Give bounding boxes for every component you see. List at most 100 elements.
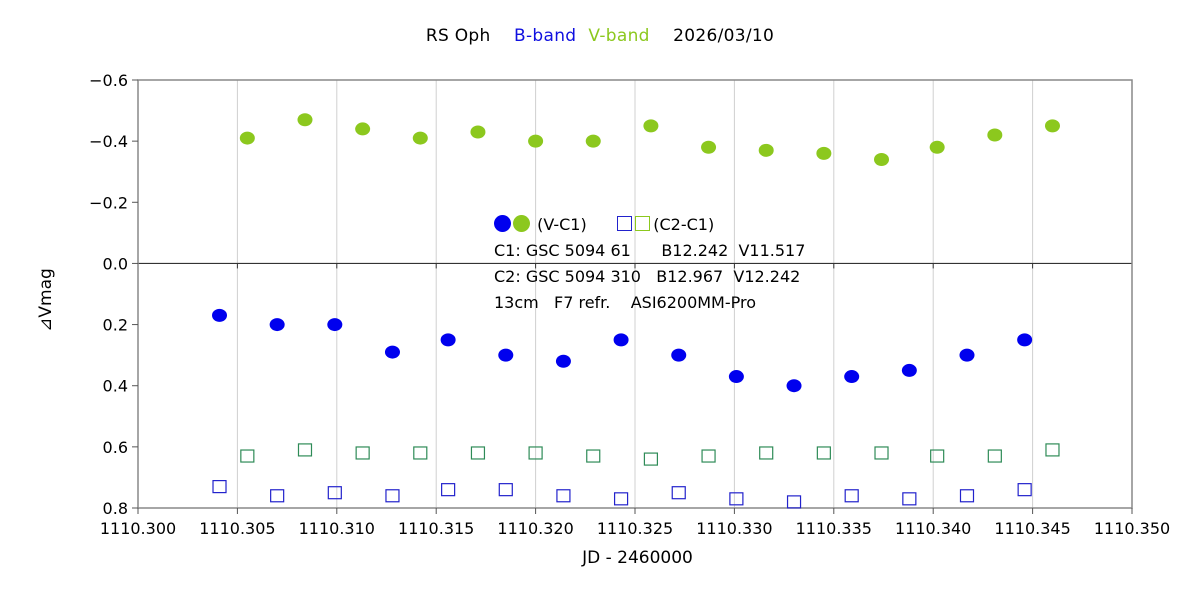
data-point <box>212 308 228 322</box>
data-point <box>441 483 456 497</box>
legend-vc1-label: (V-C1) <box>537 215 587 234</box>
data-point <box>759 446 774 460</box>
data-point <box>816 446 831 460</box>
data-point <box>729 492 744 506</box>
data-point <box>413 446 428 460</box>
x-tick-label: 1110.305 <box>199 519 275 538</box>
legend-line-c2: C2: GSC 5094 310 B12.967 V12.242 <box>494 267 801 286</box>
data-marks <box>212 113 1060 509</box>
y-tick-label: 0.2 <box>103 316 128 335</box>
data-point <box>902 492 917 506</box>
data-point <box>874 152 890 166</box>
data-point <box>758 143 774 157</box>
y-tick-label: −0.6 <box>89 71 128 90</box>
data-point <box>874 446 889 460</box>
legend-c2c1-label: (C2-C1) <box>653 215 715 234</box>
data-point <box>327 486 342 500</box>
chart-title: RS Oph B-band V-band 2026/03/10 <box>0 26 1200 46</box>
title-band-v: V-band <box>588 26 650 46</box>
data-point <box>585 134 601 148</box>
legend-line-c1: C1: GSC 5094 61 B12.242 V11.517 <box>494 241 806 260</box>
data-point <box>1017 333 1033 347</box>
data-point <box>844 370 860 384</box>
data-point <box>355 122 371 136</box>
data-point <box>498 348 514 362</box>
x-tick-label: 1110.345 <box>994 519 1070 538</box>
data-point <box>412 131 428 145</box>
title-band-b: B-band <box>514 26 577 46</box>
y-axis-label: ⊿Vmag <box>36 268 56 332</box>
data-point <box>327 318 343 332</box>
legend-v-dot <box>513 215 530 232</box>
data-point <box>1017 483 1032 497</box>
x-tick-label: 1110.335 <box>796 519 872 538</box>
data-point <box>269 318 285 332</box>
x-axis-ticks: 1110.300 1110.305 1110.310 1110.315 1110.320… <box>100 508 1170 538</box>
data-point <box>355 446 370 460</box>
data-point <box>613 492 629 506</box>
data-point <box>528 446 543 460</box>
x-axis-title: JD - 2460000 <box>582 548 693 568</box>
data-point <box>959 348 975 362</box>
data-point <box>844 489 859 503</box>
data-point <box>239 131 255 145</box>
y-tick-label: 0.4 <box>103 377 128 396</box>
x-tick-label: 1110.300 <box>100 519 176 538</box>
data-point <box>987 128 1003 142</box>
x-tick-label: 1110.310 <box>299 519 375 538</box>
legend-b-dot <box>494 215 511 232</box>
chart-legend: (V-C1) (C2-C1) C1: GSC 5094 61 B12.242 V… <box>494 212 805 316</box>
data-point <box>440 333 456 347</box>
data-point <box>929 140 945 154</box>
data-point <box>786 495 802 509</box>
data-point <box>901 363 917 377</box>
y-tick-label: 0.8 <box>103 499 128 518</box>
y-tick-label: 0.0 <box>103 254 128 273</box>
data-point <box>555 354 571 368</box>
data-point <box>212 480 227 494</box>
data-point <box>816 146 832 160</box>
data-point <box>385 489 400 503</box>
legend-markers-row: (V-C1) (C2-C1) <box>494 212 805 238</box>
data-point <box>671 348 687 362</box>
data-point <box>643 119 659 133</box>
x-tick-label: 1110.330 <box>696 519 772 538</box>
y-tick-label: 0.6 <box>103 438 128 457</box>
data-point <box>297 443 313 457</box>
data-point <box>556 489 571 503</box>
data-point <box>701 140 717 154</box>
data-point <box>671 486 686 500</box>
data-point <box>930 449 945 463</box>
x-tick-label: 1110.325 <box>597 519 673 538</box>
data-point <box>987 449 1002 463</box>
data-point <box>470 446 486 460</box>
data-point <box>1045 443 1060 457</box>
legend-line-setup: 13cm F7 refr. ASI6200MM-Pro <box>494 293 757 312</box>
data-point <box>528 134 544 148</box>
data-point <box>613 333 629 347</box>
legend-b-square <box>617 216 633 231</box>
title-star: RS Oph <box>425 26 491 46</box>
data-point <box>959 489 975 503</box>
y-tick-label: −0.2 <box>89 193 128 212</box>
data-point <box>297 113 313 127</box>
data-point <box>470 125 486 139</box>
data-point <box>643 452 659 466</box>
data-point <box>1044 119 1060 133</box>
legend-v-square <box>635 216 651 231</box>
data-point <box>728 370 744 384</box>
x-tick-label: 1110.320 <box>497 519 573 538</box>
data-point <box>270 489 285 503</box>
y-tick-label: −0.4 <box>89 132 128 151</box>
y-axis-title: ⊿Vmag <box>36 268 56 332</box>
data-point <box>240 449 255 463</box>
data-point <box>498 483 513 497</box>
x-tick-label: 1110.350 <box>1094 519 1170 538</box>
chart-grid <box>138 80 1132 508</box>
data-point <box>586 449 601 463</box>
data-point <box>786 379 802 393</box>
data-point <box>701 449 716 463</box>
x-tick-label: 1110.315 <box>398 519 474 538</box>
x-tick-label: 1110.340 <box>895 519 971 538</box>
